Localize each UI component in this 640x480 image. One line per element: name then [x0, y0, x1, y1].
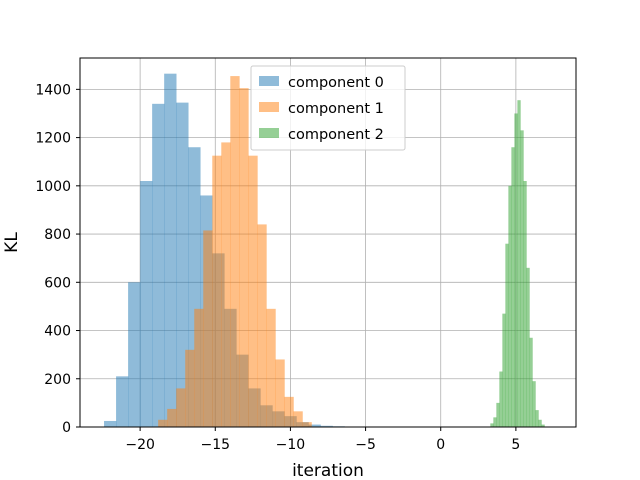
histogram-bar — [517, 100, 521, 428]
histogram-bar — [266, 308, 276, 427]
legend-swatch — [259, 76, 279, 86]
histogram-bar — [514, 113, 518, 428]
y-axis-ticks: 0 200 400 600 800 1000 1200 1400 — [35, 82, 80, 436]
legend-label: component 2 — [288, 127, 384, 143]
histogram-bar — [499, 371, 503, 427]
y-axis-label: KL — [2, 232, 22, 253]
histogram-bar — [203, 230, 213, 427]
histogram-bar — [221, 142, 231, 428]
histogram-bar — [308, 424, 321, 427]
histogram-bar — [532, 381, 536, 427]
histogram-bar — [140, 181, 153, 427]
y-tick-label: 1000 — [35, 179, 71, 195]
legend: component 0 component 1 component 2 — [250, 65, 406, 151]
x-tick-label: −20 — [125, 437, 155, 453]
histogram-bar — [158, 419, 168, 427]
histogram-bar — [508, 185, 512, 427]
histogram-bar — [167, 408, 177, 427]
histogram-bar — [511, 147, 515, 427]
histogram-bar — [538, 419, 542, 427]
histogram-bar — [535, 410, 539, 427]
histogram-bar — [293, 411, 303, 427]
histogram-bar — [523, 181, 527, 427]
x-tick-label: 5 — [511, 437, 520, 453]
x-tick-label: 0 — [436, 437, 445, 453]
histogram-bar — [257, 224, 267, 427]
series-2-bars — [490, 100, 545, 428]
x-axis-ticks: −20 −15 −10 −5 0 5 — [125, 427, 520, 453]
y-tick-label: 1400 — [35, 82, 71, 98]
y-tick-label: 800 — [44, 227, 71, 243]
histogram-bar — [526, 267, 530, 427]
histogram-bar — [104, 420, 117, 427]
histogram-bar — [541, 424, 545, 427]
histogram-bar — [284, 396, 294, 427]
histogram-bar — [490, 423, 494, 427]
histogram-bar — [320, 425, 333, 427]
histogram-bar — [493, 417, 497, 427]
histogram-bar — [128, 282, 141, 427]
histogram-bar — [275, 359, 285, 427]
y-tick-label: 400 — [44, 324, 71, 340]
legend-label: component 0 — [288, 75, 384, 91]
histogram-bar — [529, 337, 533, 427]
histogram-bar — [520, 130, 524, 427]
x-tick-label: −10 — [276, 437, 306, 453]
histogram-bar — [230, 76, 240, 428]
histogram-bar — [248, 155, 258, 428]
x-axis-label: iteration — [292, 461, 364, 480]
histogram-bar — [302, 422, 312, 427]
y-tick-label: 1200 — [35, 131, 71, 147]
y-tick-label: 200 — [44, 372, 71, 388]
histogram-bar — [505, 243, 509, 427]
legend-box — [250, 65, 406, 151]
histogram-bar — [496, 402, 500, 427]
histogram-bar — [239, 88, 249, 427]
histogram-bar — [176, 102, 189, 427]
histogram-bar — [185, 349, 195, 427]
histogram-bar — [152, 103, 165, 427]
histogram-bar — [212, 155, 222, 428]
plot-frame — [79, 57, 577, 428]
histogram-bar — [502, 313, 506, 427]
y-tick-label: 0 — [62, 420, 71, 436]
x-tick-label: −15 — [200, 437, 230, 453]
histogram-bar — [194, 308, 204, 427]
series-1-bars — [158, 76, 312, 428]
legend-swatch — [259, 128, 279, 138]
y-tick-label: 600 — [44, 275, 71, 291]
histogram-bar — [164, 73, 177, 428]
histogram-bar — [116, 376, 129, 427]
legend-swatch — [259, 102, 279, 112]
legend-label: component 1 — [288, 101, 384, 117]
x-tick-label: −5 — [355, 437, 376, 453]
histogram-bar — [176, 388, 186, 427]
histogram-bars — [104, 73, 545, 428]
